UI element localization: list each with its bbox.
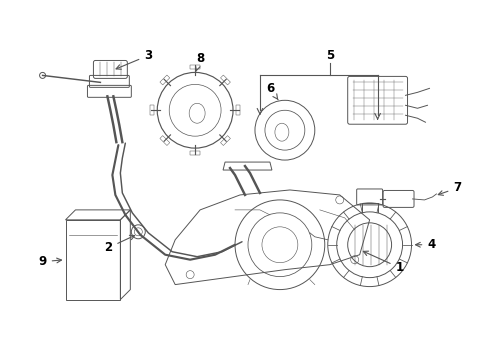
- Text: 8: 8: [195, 52, 204, 71]
- Text: 5: 5: [325, 49, 333, 62]
- Text: 6: 6: [265, 82, 278, 100]
- Text: 4: 4: [415, 238, 435, 251]
- Text: 3: 3: [116, 49, 152, 69]
- Text: 7: 7: [437, 181, 461, 195]
- Bar: [65, 220, 120, 300]
- Text: 9: 9: [39, 255, 61, 268]
- Text: 1: 1: [363, 251, 403, 274]
- Text: 2: 2: [104, 235, 134, 254]
